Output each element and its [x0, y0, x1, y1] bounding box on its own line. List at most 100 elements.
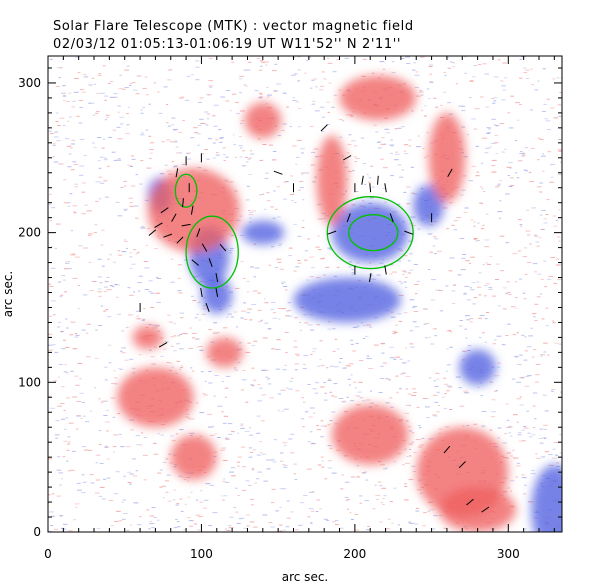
noise-speck	[125, 446, 131, 448]
noise-speck	[432, 528, 436, 530]
noise-speck	[524, 385, 530, 387]
noise-speck	[504, 433, 508, 434]
noise-speck	[56, 223, 61, 225]
noise-speck	[89, 474, 94, 476]
noise-speck	[509, 167, 513, 169]
noise-speck	[245, 351, 251, 353]
noise-speck	[113, 93, 118, 95]
noise-speck	[534, 320, 538, 321]
noise-speck	[105, 309, 109, 310]
noise-speck	[348, 114, 353, 116]
noise-speck	[519, 224, 523, 226]
noise-speck	[198, 346, 203, 347]
noise-speck	[407, 360, 411, 362]
noise-speck	[252, 449, 257, 451]
noise-speck	[536, 186, 542, 188]
noise-speck	[101, 229, 105, 231]
noise-speck	[494, 134, 499, 136]
noise-speck	[425, 322, 430, 324]
noise-speck	[61, 386, 65, 388]
noise-speck	[126, 124, 130, 126]
noise-speck	[418, 425, 421, 427]
noise-speck	[512, 253, 518, 255]
noise-speck	[244, 85, 248, 87]
noise-speck	[209, 86, 212, 88]
noise-speck	[147, 291, 153, 292]
x-axis-label: arc sec.	[282, 570, 328, 584]
noise-speck	[111, 286, 115, 288]
noise-speck	[473, 128, 478, 130]
noise-speck	[63, 440, 68, 442]
noise-speck	[289, 380, 293, 382]
noise-speck	[223, 478, 226, 480]
noise-speck	[493, 339, 497, 341]
noise-speck	[122, 499, 126, 501]
noise-speck	[59, 515, 63, 517]
noise-speck	[287, 310, 291, 311]
field-vector	[148, 229, 157, 236]
noise-speck	[208, 426, 213, 428]
noise-speck	[48, 204, 52, 206]
noise-speck	[124, 209, 127, 211]
noise-speck	[95, 462, 99, 464]
noise-speck	[285, 315, 290, 317]
negative-polarity-region	[241, 220, 285, 245]
noise-speck	[310, 87, 313, 89]
noise-speck	[371, 72, 375, 74]
noise-speck	[266, 86, 269, 88]
noise-speck	[95, 111, 100, 113]
noise-speck	[142, 454, 148, 456]
noise-speck	[544, 286, 547, 288]
noise-speck	[314, 392, 319, 394]
noise-speck	[495, 389, 498, 391]
noise-speck	[312, 388, 317, 390]
noise-speck	[149, 520, 152, 522]
noise-speck	[83, 247, 88, 249]
noise-speck	[53, 380, 57, 382]
noise-speck	[191, 295, 194, 297]
noise-speck	[290, 377, 294, 379]
noise-speck	[472, 282, 475, 284]
noise-speck	[145, 244, 148, 246]
noise-speck	[253, 340, 258, 342]
noise-speck	[51, 493, 55, 495]
field-vector	[158, 342, 168, 348]
noise-speck	[317, 365, 321, 367]
noise-speck	[481, 137, 487, 139]
noise-speck	[92, 114, 96, 116]
noise-speck	[524, 350, 528, 352]
noise-speck	[249, 319, 253, 321]
noise-speck	[281, 410, 285, 412]
noise-speck	[544, 437, 547, 439]
positive-polarity-region	[206, 337, 243, 368]
noise-speck	[246, 185, 250, 187]
noise-speck	[118, 520, 123, 522]
noise-speck	[433, 236, 437, 238]
noise-speck	[105, 281, 109, 283]
noise-speck	[303, 314, 308, 316]
noise-speck	[362, 472, 367, 474]
noise-speck	[296, 101, 300, 103]
contour-layer	[174, 173, 414, 289]
noise-speck	[70, 169, 75, 171]
noise-speck	[497, 184, 501, 186]
noise-speck	[248, 174, 252, 175]
noise-speck	[222, 422, 227, 424]
noise-speck	[380, 143, 386, 145]
field-vector	[181, 223, 191, 227]
noise-speck	[560, 391, 562, 393]
noise-speck	[539, 191, 543, 193]
noise-speck	[242, 490, 245, 492]
noise-speck	[389, 397, 393, 399]
noise-speck	[58, 472, 64, 474]
noise-speck	[522, 493, 526, 495]
noise-speck	[273, 90, 276, 92]
noise-speck	[528, 171, 532, 173]
field-vector	[447, 168, 453, 177]
noise-speck	[237, 432, 240, 434]
noise-speck	[530, 473, 536, 475]
noise-speck	[272, 461, 277, 463]
noise-speck	[197, 102, 202, 103]
noise-speck	[498, 59, 501, 61]
noise-speck	[246, 291, 250, 293]
